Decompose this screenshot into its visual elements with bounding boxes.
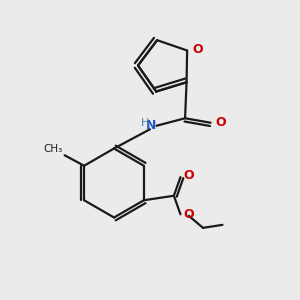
- Text: H: H: [141, 118, 149, 128]
- Text: CH₃: CH₃: [43, 144, 62, 154]
- Text: N: N: [146, 118, 156, 132]
- Text: O: O: [193, 43, 203, 56]
- Text: O: O: [215, 116, 226, 129]
- Text: O: O: [184, 208, 194, 221]
- Text: O: O: [184, 169, 194, 182]
